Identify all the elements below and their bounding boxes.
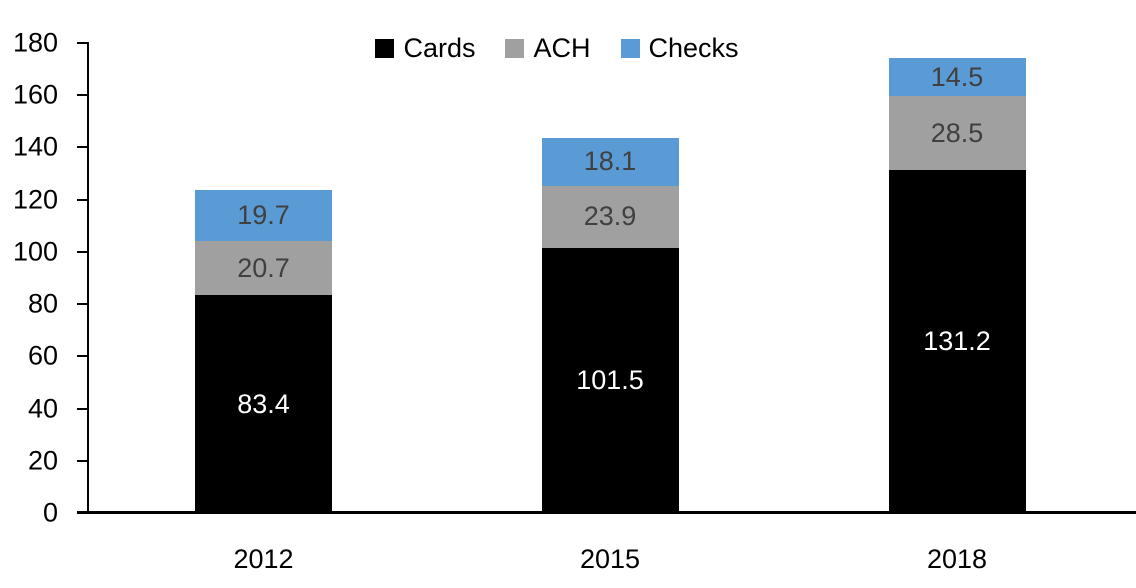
segment-checks-2012: 19.7	[195, 189, 332, 242]
segment-ach-2018: 28.5	[888, 96, 1026, 171]
value-label: 28.5	[930, 117, 984, 148]
legend-item-ach: ACH	[505, 33, 591, 63]
y-axis-tick-label: 60	[27, 340, 58, 371]
x-axis-label-2015: 2015	[579, 544, 641, 574]
legend-label: Checks	[648, 33, 739, 63]
value-label: 19.7	[237, 199, 290, 230]
value-label: 18.1	[583, 146, 637, 177]
segment-ach-2015: 23.9	[541, 185, 679, 248]
chart-legend: Cards ACH Checks	[0, 35, 1114, 62]
y-axis-tick-label: 100	[12, 236, 58, 267]
segment-cards-2012: 83.4	[195, 295, 332, 513]
y-axis-line	[87, 42, 89, 514]
y-axis-tick-label: 80	[27, 288, 58, 319]
segment-cards-2015: 101.5	[541, 247, 679, 513]
y-axis-tick	[77, 303, 88, 306]
y-axis-tick	[77, 355, 88, 358]
value-label: 23.9	[583, 201, 637, 232]
bar-2012: 19.7 20.7 83.4	[195, 189, 332, 513]
x-axis-label-2018: 2018	[926, 544, 988, 574]
segment-checks-2018: 14.5	[888, 58, 1026, 96]
legend-item-checks: Checks	[620, 33, 739, 63]
y-axis-tick-label: 0	[42, 497, 58, 528]
y-axis-tick-label: 40	[27, 393, 58, 424]
segment-ach-2012: 20.7	[195, 241, 332, 296]
y-axis-tick	[77, 512, 88, 514]
y-axis-tick	[77, 250, 88, 253]
value-label: 131.2	[923, 326, 991, 357]
y-axis-tick	[77, 146, 88, 149]
legend-item-cards: Cards	[375, 35, 475, 62]
y-axis-tick	[77, 459, 88, 462]
y-axis-tick	[77, 94, 88, 97]
legend-swatch-ach-icon	[505, 39, 525, 58]
bar-2018: 14.5 28.5 131.2	[888, 58, 1026, 513]
value-label: 101.5	[576, 364, 644, 395]
legend-label: Cards	[403, 33, 476, 63]
y-axis-tick-label: 140	[12, 131, 58, 162]
y-axis-tick-label: 160	[12, 79, 58, 110]
y-axis-tick-label: 180	[12, 27, 58, 58]
legend-label: ACH	[533, 33, 591, 63]
legend-swatch-checks-icon	[620, 39, 640, 58]
y-axis-tick	[77, 407, 88, 410]
value-label: 83.4	[237, 388, 290, 419]
segment-cards-2018: 131.2	[888, 170, 1026, 513]
segment-checks-2015: 18.1	[541, 138, 679, 186]
x-axis-label-2012: 2012	[233, 544, 294, 574]
value-label: 14.5	[930, 61, 984, 92]
value-label: 20.7	[237, 252, 290, 283]
bar-2015: 18.1 23.9 101.5	[541, 138, 679, 513]
y-axis-tick-label: 120	[12, 184, 58, 215]
y-axis-tick	[77, 42, 88, 44]
y-axis-tick-label: 20	[27, 445, 58, 476]
y-axis-tick	[77, 198, 88, 201]
legend-swatch-cards-icon	[375, 39, 395, 58]
